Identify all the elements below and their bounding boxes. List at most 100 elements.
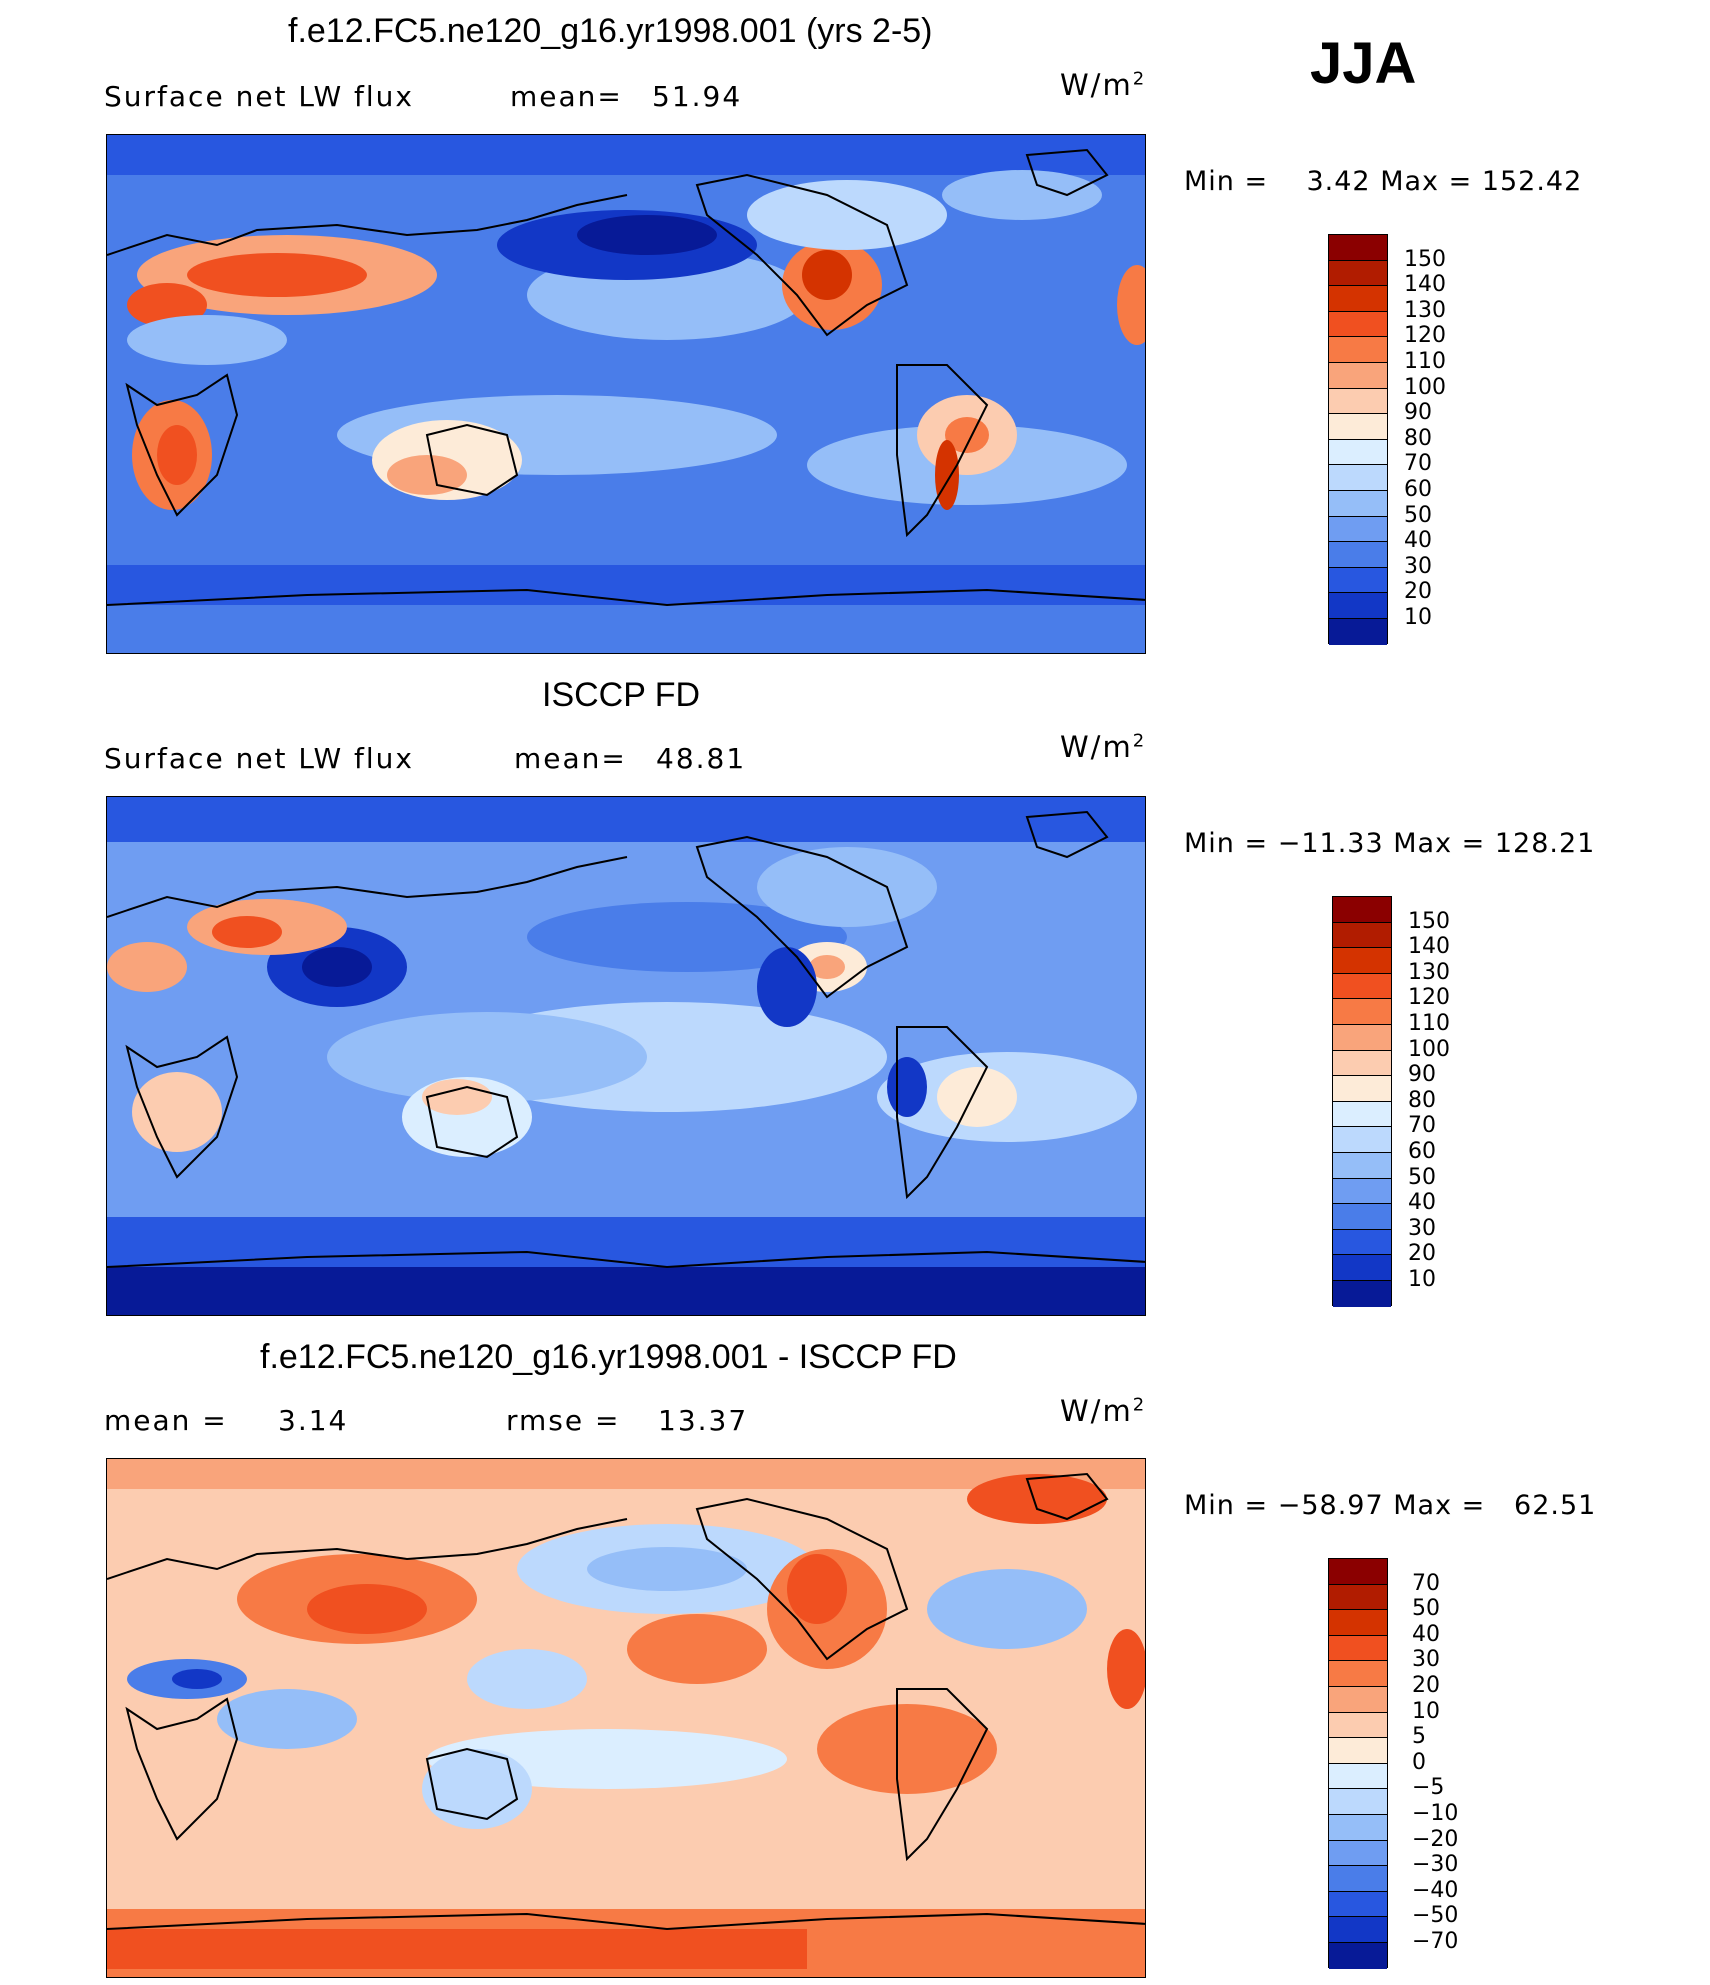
panel2-minmax: Min = −11.33 Max = 128.21: [1184, 828, 1595, 859]
colorbar-swatch: [1329, 542, 1387, 568]
colorbar-swatch: [1329, 311, 1387, 338]
colorbar-tick-label: 120: [1404, 323, 1446, 349]
colorbar-swatch: [1329, 1738, 1387, 1764]
colorbar-swatch: [1329, 1789, 1387, 1815]
colorbar-tick-label: 80: [1408, 1087, 1436, 1113]
colorbar-tick-label: 40: [1404, 528, 1432, 554]
season-label: JJA: [1310, 31, 1417, 96]
panel2-variable-label: Surface net LW flux: [104, 742, 414, 775]
colorbar-swatch: [1329, 439, 1387, 466]
colorbar-tick-label: 100: [1404, 374, 1446, 400]
panel3-mean-label: mean =: [104, 1404, 228, 1437]
colorbar-swatch: [1329, 567, 1387, 594]
panel1-variable-label: Surface net LW flux: [104, 80, 414, 113]
colorbar-swatch: [1333, 999, 1391, 1025]
colorbar-swatch: [1329, 1610, 1387, 1636]
panel3-mean-value: 3.14: [278, 1404, 349, 1437]
colorbar-swatch: [1329, 1866, 1387, 1892]
colorbar-swatch: [1333, 1050, 1391, 1077]
panel2-mean-label: mean=: [514, 742, 627, 775]
panel3-units: W/m2: [1060, 1394, 1147, 1428]
panel1-mean-value: 51.94: [652, 80, 743, 113]
colorbar-tick-label: 110: [1408, 1011, 1450, 1036]
colorbar-tick-label: −40: [1412, 1877, 1459, 1903]
colorbar-tick-label: 10: [1412, 1698, 1440, 1724]
panel2-colorbar: [1332, 896, 1392, 1307]
colorbar-tick-label: 0: [1412, 1749, 1426, 1775]
colorbar-swatch: [1329, 1917, 1387, 1943]
colorbar-tick-label: 60: [1404, 477, 1432, 502]
colorbar-tick-label: 20: [1412, 1673, 1440, 1698]
colorbar-swatch: [1333, 1101, 1391, 1128]
colorbar-swatch: [1333, 948, 1391, 974]
panel2-max-label: Max =: [1393, 828, 1486, 859]
colorbar-tick-label: 50: [1412, 1596, 1440, 1622]
colorbar-tick-label: 40: [1412, 1621, 1440, 1647]
colorbar-swatch: [1329, 1763, 1387, 1790]
colorbar-swatch: [1329, 1584, 1387, 1611]
colorbar-swatch: [1333, 1255, 1391, 1281]
colorbar-swatch: [1329, 1686, 1387, 1713]
colorbar-swatch: [1333, 1152, 1391, 1179]
colorbar-tick-label: 150: [1404, 246, 1446, 272]
colorbar-tick-label: −30: [1412, 1852, 1459, 1878]
panel1-minmax: Min = 3.42 Max = 152.42: [1184, 166, 1582, 197]
panel1-title: f.e12.FC5.ne120_g16.yr1998.001 (yrs 2-5): [288, 12, 933, 50]
colorbar-tick-label: −5: [1412, 1775, 1445, 1801]
panel3-min-label: Min =: [1184, 1490, 1269, 1521]
panel3-rmse-label: rmse =: [506, 1404, 621, 1437]
panel2-max-value: 128.21: [1494, 828, 1596, 859]
panel1-model-map: [106, 134, 1146, 654]
panel3-minmax: Min = −58.97 Max = 62.51: [1184, 1490, 1596, 1521]
colorbar-swatch: [1329, 1635, 1387, 1662]
colorbar-tick-label: −20: [1412, 1826, 1459, 1852]
colorbar-swatch: [1329, 337, 1387, 363]
colorbar-swatch: [1329, 260, 1387, 287]
colorbar-swatch: [1329, 362, 1387, 389]
panel3-colorbar: [1328, 1558, 1388, 1969]
colorbar-swatch: [1333, 922, 1391, 949]
colorbar-swatch: [1329, 235, 1387, 261]
colorbar-tick-label: 90: [1408, 1062, 1436, 1088]
panel2-min-label: Min =: [1184, 828, 1269, 859]
panel2-observation-map: [106, 796, 1146, 1316]
colorbar-tick-label: 70: [1408, 1113, 1436, 1139]
panel2-title: ISCCP FD: [542, 676, 701, 714]
colorbar-swatch: [1329, 286, 1387, 312]
colorbar-tick-label: 10: [1404, 605, 1432, 630]
panel3-rmse-value: 13.37: [658, 1404, 749, 1437]
colorbar-tick-label: 100: [1408, 1036, 1450, 1062]
colorbar-swatch: [1329, 465, 1387, 491]
colorbar-tick-label: 30: [1404, 553, 1432, 579]
colorbar-swatch: [1333, 1178, 1391, 1205]
colorbar-swatch: [1333, 1204, 1391, 1230]
colorbar-swatch: [1329, 1840, 1387, 1867]
colorbar-swatch: [1329, 414, 1387, 440]
colorbar-swatch: [1329, 593, 1387, 619]
colorbar-swatch: [1333, 897, 1391, 923]
colorbar-swatch: [1333, 1076, 1391, 1102]
colorbar-swatch: [1329, 490, 1387, 517]
panel3-max-label: Max =: [1393, 1490, 1486, 1521]
colorbar-tick-label: −50: [1412, 1903, 1459, 1929]
panel3-max-value: 62.51: [1514, 1490, 1597, 1521]
colorbar-tick-label: 130: [1404, 297, 1446, 323]
panel2-mean-value: 48.81: [656, 742, 747, 775]
colorbar-tick-label: 60: [1408, 1139, 1436, 1164]
colorbar-swatch: [1333, 1229, 1391, 1256]
colorbar-swatch: [1333, 1280, 1391, 1307]
colorbar-swatch: [1329, 1559, 1387, 1585]
colorbar-swatch: [1329, 388, 1387, 415]
colorbar-tick-label: 120: [1408, 985, 1450, 1011]
panel1-min-label: Min =: [1184, 166, 1269, 197]
panel3-difference-map: [106, 1458, 1146, 1978]
colorbar-swatch: [1329, 1712, 1387, 1739]
colorbar-swatch: [1333, 1024, 1391, 1051]
colorbar-swatch: [1329, 1891, 1387, 1918]
colorbar-tick-label: 5: [1412, 1724, 1426, 1750]
colorbar-tick-label: 150: [1408, 908, 1450, 934]
colorbar-tick-label: 70: [1412, 1570, 1440, 1596]
colorbar-swatch: [1333, 1127, 1391, 1153]
panel1-colorbar: [1328, 234, 1388, 645]
colorbar-tick-label: −70: [1412, 1929, 1459, 1954]
